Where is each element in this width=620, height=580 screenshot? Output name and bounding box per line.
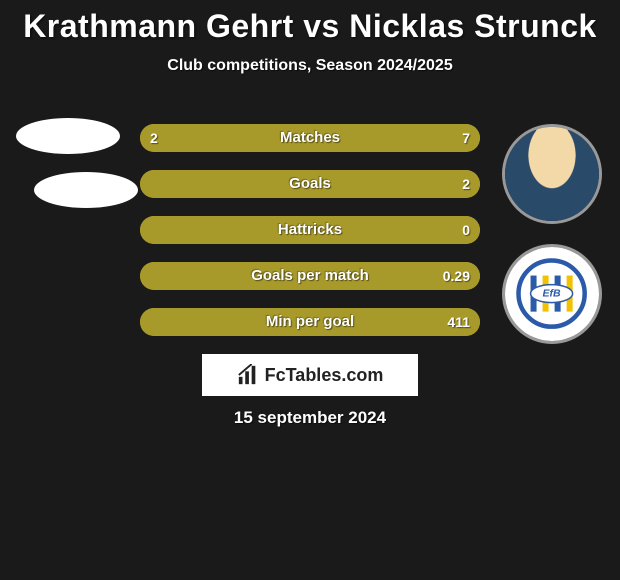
stat-row: Min per goal411 bbox=[140, 308, 480, 336]
right-player-avatar bbox=[502, 124, 602, 224]
left-avatars bbox=[8, 118, 128, 226]
bar-label: Min per goal bbox=[140, 308, 480, 336]
bar-value-right: 411 bbox=[447, 308, 470, 336]
bar-label: Matches bbox=[140, 124, 480, 152]
branding-text: FcTables.com bbox=[265, 365, 384, 386]
club-logo-icon: EfB bbox=[505, 247, 599, 341]
page-title: Krathmann Gehrt vs Nicklas Strunck bbox=[0, 0, 620, 45]
bar-value-right: 0 bbox=[462, 216, 470, 244]
bar-label: Goals bbox=[140, 170, 480, 198]
bar-label: Hattricks bbox=[140, 216, 480, 244]
stat-row: Goals2 bbox=[140, 170, 480, 198]
stat-row: Matches2 7 bbox=[140, 124, 480, 152]
svg-text:EfB: EfB bbox=[543, 288, 562, 300]
bar-chart-icon bbox=[237, 364, 259, 386]
bar-value-right: 2 bbox=[462, 170, 470, 198]
stat-row: Hattricks0 bbox=[140, 216, 480, 244]
right-club-logo: EfB bbox=[502, 244, 602, 344]
bar-value-right: 7 bbox=[462, 124, 470, 152]
bar-value-left: 2 bbox=[150, 124, 158, 152]
bar-value-right: 0.29 bbox=[443, 262, 470, 290]
infographic-root: Krathmann Gehrt vs Nicklas Strunck Club … bbox=[0, 0, 620, 580]
right-avatars: EfB bbox=[492, 118, 612, 364]
subtitle: Club competitions, Season 2024/2025 bbox=[0, 57, 620, 75]
bar-label: Goals per match bbox=[140, 262, 480, 290]
left-player-placeholder bbox=[16, 118, 120, 154]
stat-bars: Matches27Goals2Hattricks0Goals per match… bbox=[140, 124, 480, 354]
stat-row: Goals per match0.29 bbox=[140, 262, 480, 290]
branding-badge: FcTables.com bbox=[202, 354, 418, 396]
player-face-icon bbox=[505, 127, 599, 221]
left-club-placeholder bbox=[34, 172, 138, 208]
date-text: 15 september 2024 bbox=[0, 408, 620, 428]
